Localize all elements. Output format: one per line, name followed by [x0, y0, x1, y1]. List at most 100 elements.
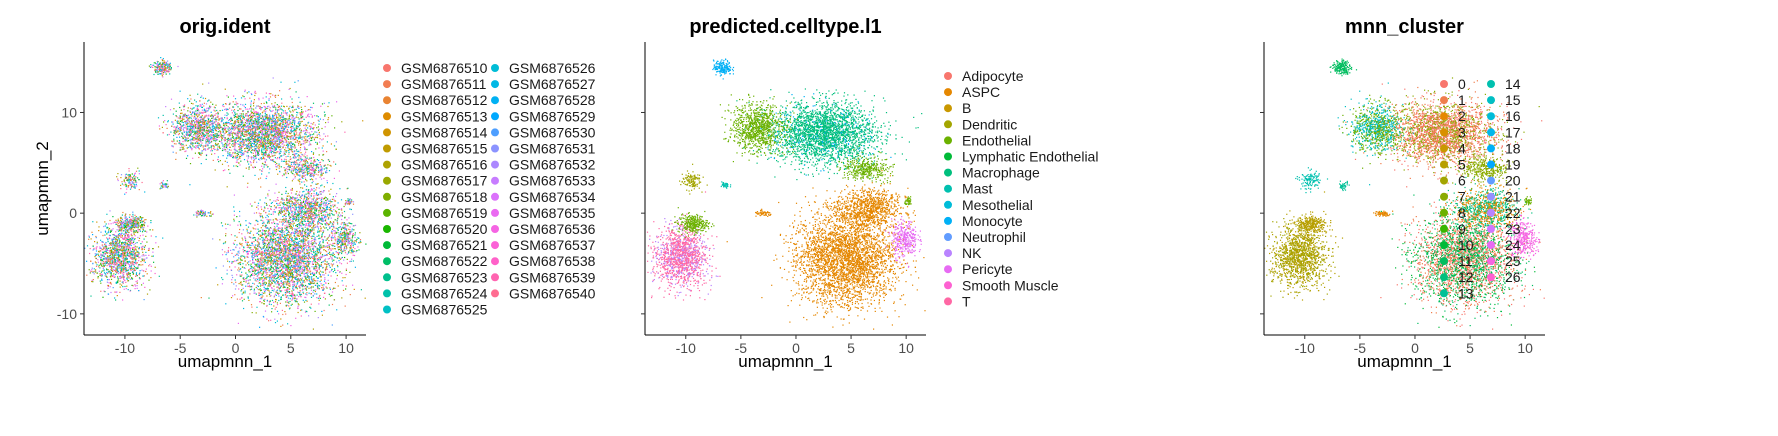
- cell-point: [195, 127, 197, 129]
- cell-point: [259, 105, 261, 108]
- cell-point: [246, 134, 248, 136]
- cell-point: [320, 274, 322, 277]
- cell-point: [274, 130, 276, 132]
- cell-point: [267, 235, 269, 237]
- cell-point: [246, 113, 248, 115]
- cell-point: [173, 132, 175, 134]
- cell-point: [245, 126, 247, 128]
- cell-point: [266, 250, 268, 252]
- cell-point: [352, 284, 354, 286]
- cell-point: [229, 266, 231, 268]
- cell-point: [327, 274, 329, 276]
- cell-point: [300, 265, 302, 267]
- cell-point: [256, 112, 258, 114]
- cell-point: [227, 145, 229, 147]
- cell-point: [191, 139, 193, 141]
- cell-point: [232, 276, 234, 279]
- cell-point: [207, 140, 209, 143]
- cell-point: [277, 151, 279, 153]
- cell-point: [189, 100, 191, 102]
- cell-point: [291, 135, 293, 137]
- cell-point: [243, 153, 245, 155]
- cell-point: [295, 276, 297, 278]
- cell-point: [258, 134, 260, 136]
- cell-point: [191, 115, 193, 117]
- cell-point: [205, 144, 207, 146]
- cell-point: [239, 145, 241, 147]
- cell-point: [179, 120, 181, 122]
- cell-point: [274, 227, 276, 229]
- cell-point: [197, 127, 199, 129]
- cell-point: [229, 172, 231, 174]
- cell-point: [251, 122, 253, 124]
- cell-point: [243, 152, 245, 154]
- cell-point: [331, 255, 333, 257]
- cell-point: [304, 136, 306, 138]
- cell-point: [252, 227, 254, 229]
- cell-point: [218, 119, 220, 121]
- cell-point: [254, 118, 256, 120]
- cell-point: [314, 218, 316, 220]
- cell-point: [245, 285, 247, 287]
- cell-point: [265, 148, 267, 150]
- cell-point: [241, 152, 243, 154]
- cell-point: [206, 110, 208, 112]
- cell-point: [200, 118, 202, 120]
- cell-point: [284, 234, 286, 236]
- cell-point: [281, 275, 283, 277]
- cell-point: [248, 134, 250, 136]
- cell-point: [289, 166, 291, 168]
- cell-point: [225, 127, 227, 129]
- cell-point: [280, 230, 282, 232]
- cell-point: [308, 243, 310, 245]
- cell-point: [289, 120, 291, 122]
- cell-point: [195, 118, 197, 120]
- cell-point: [242, 95, 244, 97]
- cell-point: [190, 113, 192, 116]
- cell-point: [203, 108, 205, 110]
- cell-point: [303, 285, 305, 288]
- cell-point: [201, 118, 203, 121]
- cell-point: [179, 141, 181, 143]
- cell-point: [321, 139, 323, 141]
- cell-point: [217, 158, 219, 161]
- cell-point: [208, 108, 210, 110]
- cell-point: [300, 118, 302, 120]
- cell-point: [196, 112, 198, 114]
- cell-point: [258, 119, 260, 121]
- cell-point: [242, 128, 244, 130]
- cell-point: [264, 266, 266, 268]
- cell-point: [312, 257, 314, 259]
- cell-point: [299, 101, 301, 103]
- cell-point: [288, 271, 290, 273]
- cell-point: [202, 97, 204, 99]
- cell-point: [262, 97, 264, 99]
- cell-point: [290, 130, 293, 132]
- cell-point: [200, 126, 202, 129]
- cell-point: [193, 126, 195, 128]
- cell-point: [214, 135, 216, 137]
- cell-point: [246, 276, 248, 278]
- cell-point: [275, 253, 277, 255]
- cell-point: [187, 98, 189, 100]
- cell-point: [283, 271, 285, 273]
- cell-point: [222, 128, 224, 130]
- cell-point: [227, 223, 229, 225]
- cell-point: [263, 143, 265, 145]
- cell-point: [273, 120, 275, 122]
- cell-point: [199, 130, 201, 132]
- cell-point: [266, 175, 268, 177]
- cell-point: [316, 285, 319, 287]
- cell-point: [252, 102, 255, 105]
- cell-point: [255, 141, 257, 143]
- cell-point: [297, 122, 299, 124]
- cell-point: [290, 148, 292, 150]
- cell-point: [315, 239, 317, 241]
- cell-point: [310, 126, 312, 128]
- cell-point: [217, 122, 219, 124]
- cell-point: [289, 282, 291, 284]
- cell-point: [237, 254, 239, 256]
- cell-point: [306, 269, 308, 271]
- cell-point: [271, 124, 273, 126]
- cell-point: [214, 126, 216, 128]
